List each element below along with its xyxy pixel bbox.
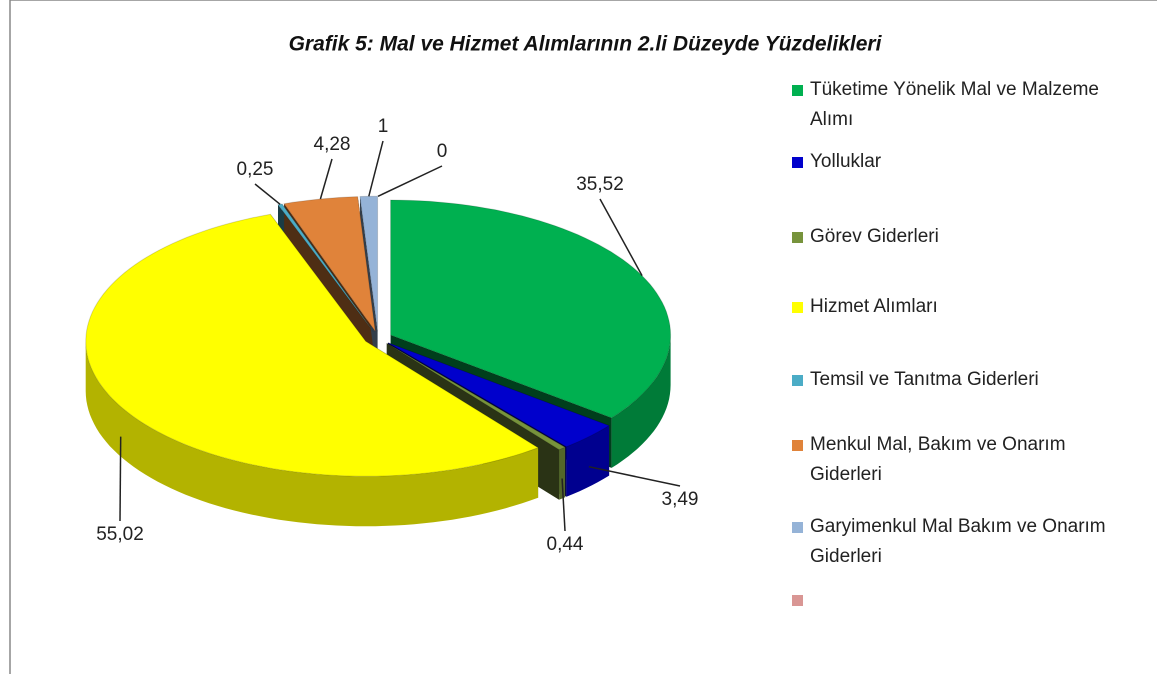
legend-label: Temsil ve Tanıtma Giderleri <box>810 369 1039 390</box>
slice-wall <box>559 447 566 500</box>
legend-swatch <box>792 85 803 96</box>
leader-line <box>561 478 566 532</box>
leader-line <box>119 436 122 522</box>
slice <box>85 213 540 477</box>
data-label: 1 <box>378 116 389 137</box>
legend-swatch <box>792 375 803 386</box>
chart-title: Grafik 5: Mal ve Hizmet Alımlarının 2.li… <box>289 33 883 56</box>
legend-label: Görev Giderleri <box>810 226 939 247</box>
legend-label: Menkul Mal, Bakım ve Onarım Giderleri <box>810 434 1066 485</box>
legend-swatch <box>792 232 803 243</box>
legend-swatch <box>792 522 803 533</box>
legend-item: Görev Giderleri <box>792 222 1132 252</box>
data-label: 0,25 <box>237 159 274 180</box>
leader-line <box>254 183 281 205</box>
data-label: 0 <box>437 141 448 162</box>
data-label: 35,52 <box>576 174 624 195</box>
leader-line <box>377 165 443 197</box>
leader-line <box>599 198 643 277</box>
legend-item: Temsil ve Tanıtma Giderleri <box>792 365 1132 395</box>
legend-item: Menkul Mal, Bakım ve Onarım Giderleri <box>792 430 1132 490</box>
legend-swatch <box>792 302 803 313</box>
slice-wall <box>611 335 671 468</box>
legend-label: Hizmet Alımları <box>810 296 938 317</box>
legend-label: Yolluklar <box>810 151 882 172</box>
leader-line <box>588 465 681 487</box>
leader-line <box>319 158 333 200</box>
chart-border <box>9 0 1157 674</box>
slice <box>387 342 611 448</box>
legend-item: Garyimenkul Mal Bakım ve Onarım Giderler… <box>792 512 1132 572</box>
legend-label: Tüketime Yönelik Mal ve Malzeme Alımı <box>810 79 1099 130</box>
data-label: 3,49 <box>662 489 699 510</box>
legend-swatch <box>792 440 803 451</box>
leader-line <box>368 140 384 197</box>
data-label: 0,44 <box>547 534 584 555</box>
legend-swatch <box>792 157 803 168</box>
data-label: 4,28 <box>314 134 351 155</box>
slice <box>386 342 567 451</box>
legend-item: Hizmet Alımları <box>792 292 1132 322</box>
slice-wall <box>85 341 539 527</box>
legend-label: Garyimenkul Mal Bakım ve Onarım Giderler… <box>810 516 1106 567</box>
slice-wall <box>566 425 610 497</box>
legend-item: Tüketime Yönelik Mal ve Malzeme Alımı <box>792 75 1132 135</box>
legend-item: Yolluklar <box>792 147 1132 177</box>
data-label: 55,02 <box>96 524 144 545</box>
legend-swatch <box>792 595 803 606</box>
